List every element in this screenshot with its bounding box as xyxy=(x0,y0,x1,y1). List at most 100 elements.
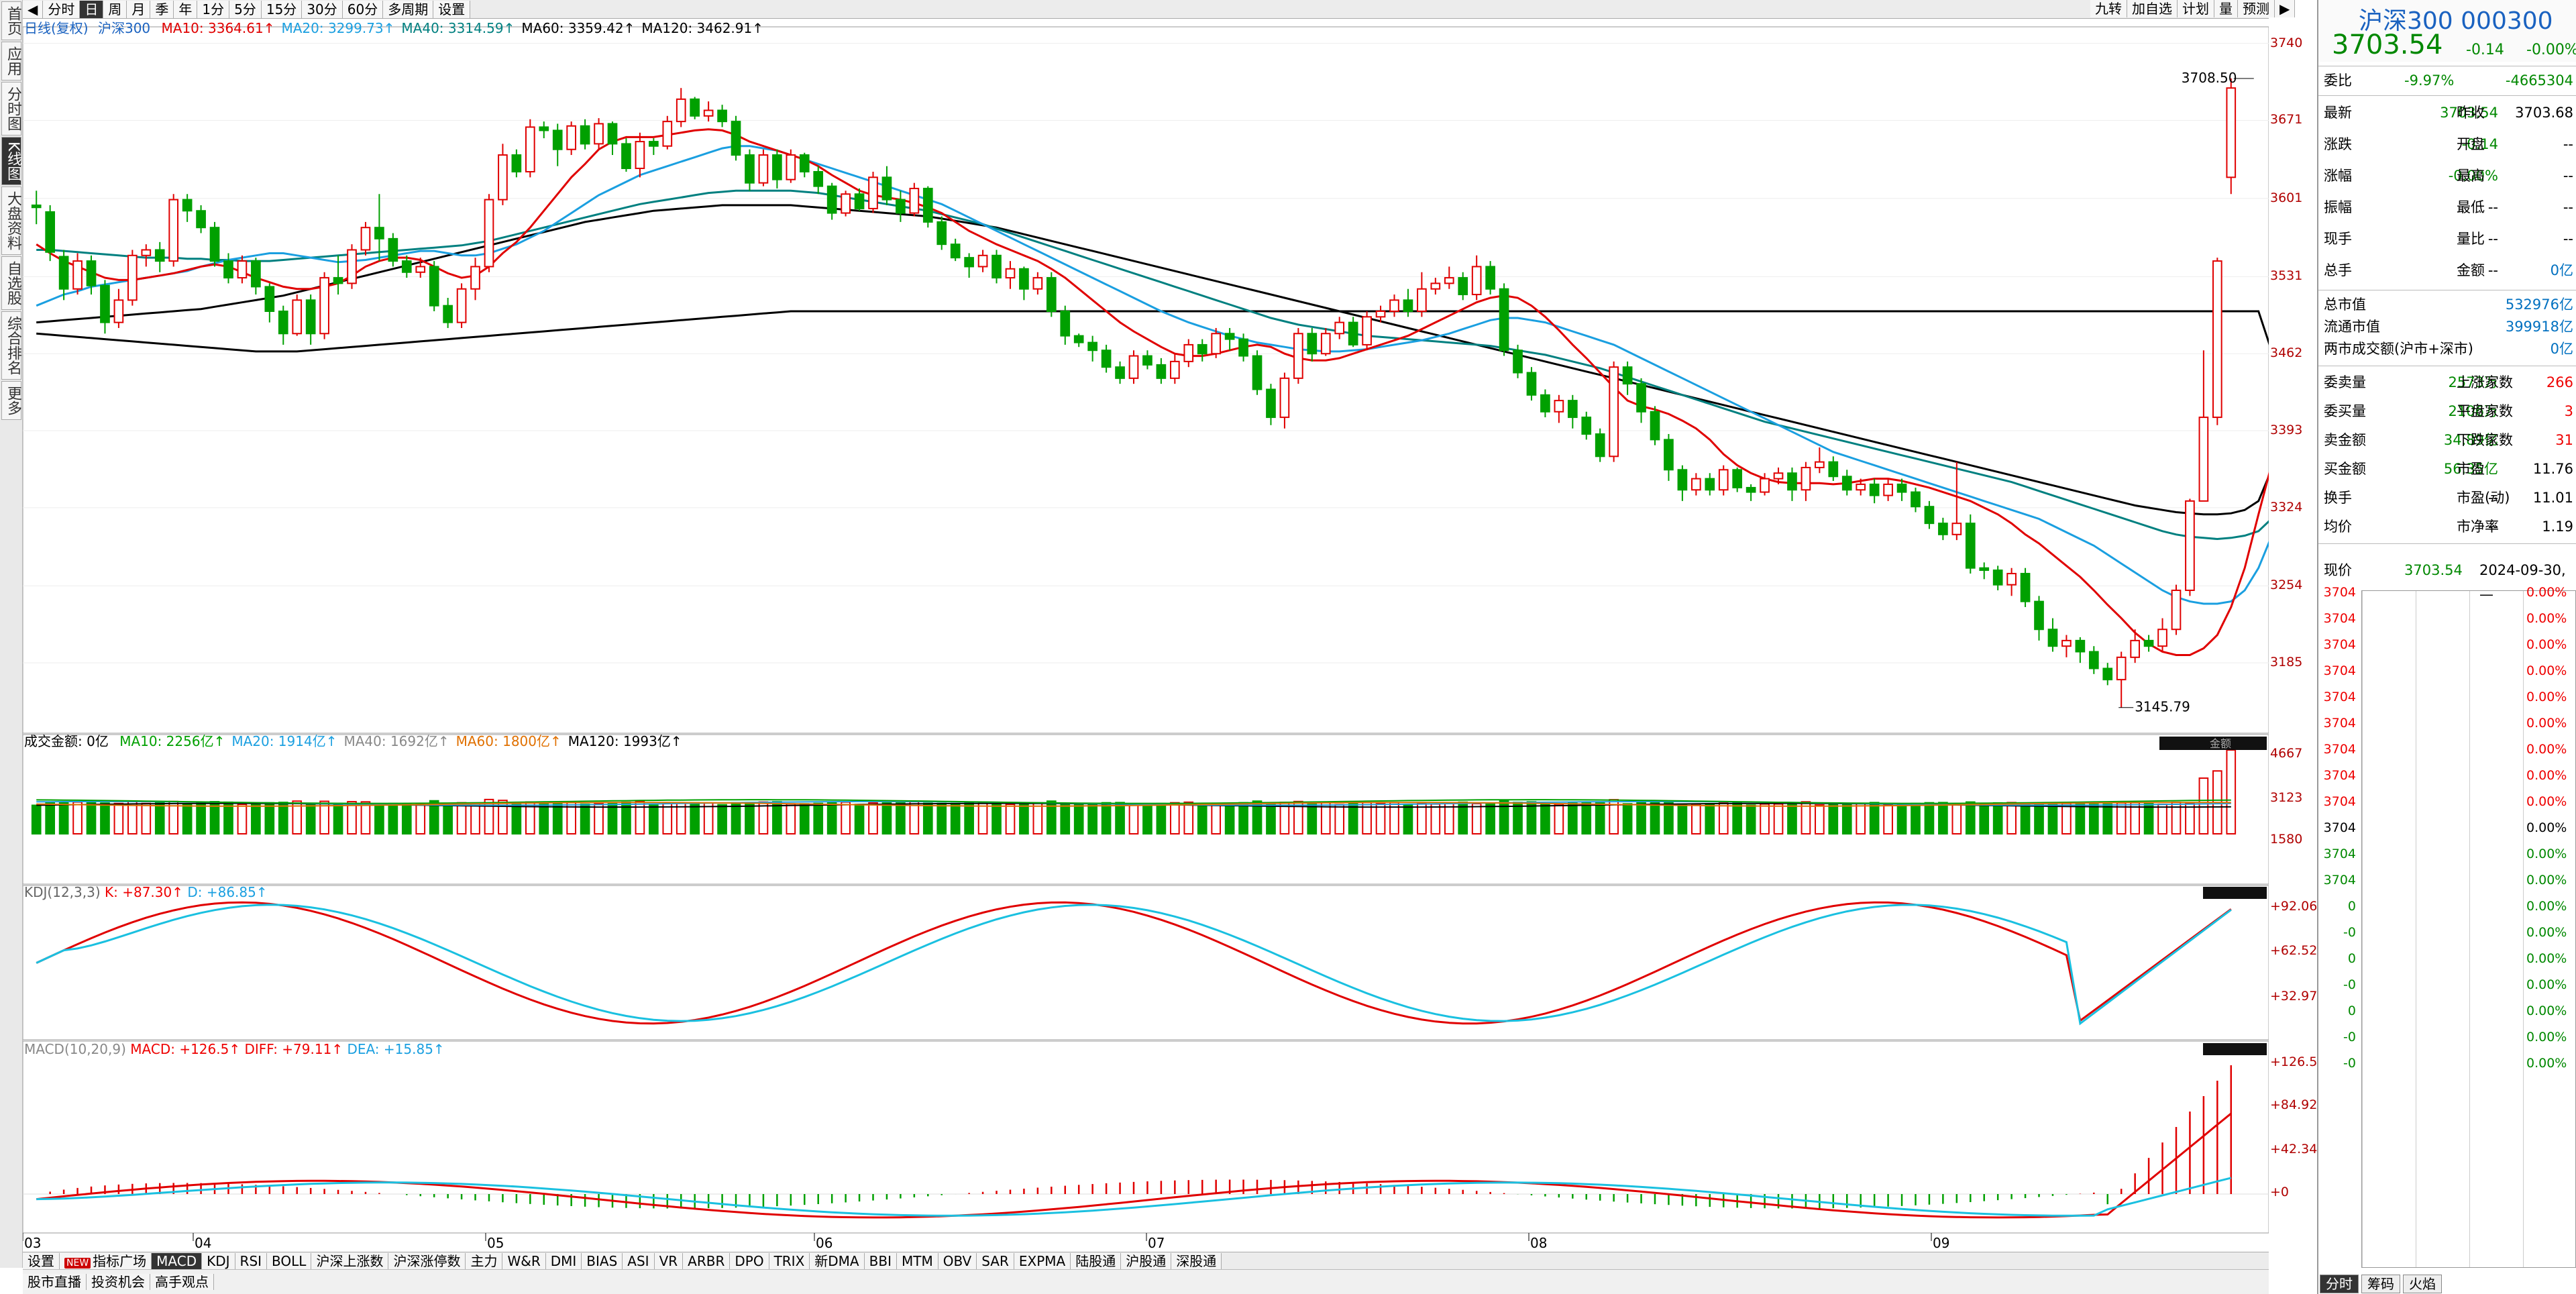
indicator-tab[interactable]: KDJ xyxy=(202,1252,235,1269)
indicator-tab[interactable]: RSI xyxy=(235,1252,268,1269)
indicator-tab[interactable]: 沪深上涨数 xyxy=(311,1252,389,1269)
side-tab[interactable]: 综合排名 xyxy=(1,311,21,380)
cap-value: 399918亿 xyxy=(2505,319,2573,335)
period-tab[interactable]: 1分 xyxy=(197,0,230,18)
intraday-pct-tick: 0.00% xyxy=(2526,847,2567,861)
volume-bar xyxy=(1087,803,1097,834)
side-tab[interactable]: 应用 xyxy=(1,42,21,80)
period-tab[interactable]: 多周期 xyxy=(383,0,434,18)
price-axis-label: 3531 xyxy=(2270,268,2303,284)
side-tab[interactable]: 自选股 xyxy=(1,256,21,311)
indicator-tab[interactable]: 设置 xyxy=(23,1252,60,1269)
side-tab[interactable]: 首页 xyxy=(1,1,21,40)
intraday-price-tick: 3704 xyxy=(2323,716,2356,731)
volume-ma-label: MA20: 1914亿↑ xyxy=(231,733,337,749)
volume-bar xyxy=(223,801,233,834)
period-tab[interactable]: 15分 xyxy=(261,0,303,18)
indicator-tab[interactable]: OBV xyxy=(938,1252,977,1269)
period-tab[interactable]: 分时 xyxy=(43,0,80,18)
period-tab[interactable]: 周 xyxy=(103,0,127,18)
period-tab[interactable]: 月 xyxy=(127,0,151,18)
candle xyxy=(2006,568,2017,596)
volume-ma-line xyxy=(36,802,2231,807)
indicator-tab[interactable]: VR xyxy=(654,1252,684,1269)
right-tool-button[interactable]: 九转 xyxy=(2090,0,2127,17)
bottom-tab[interactable]: 投资机会 xyxy=(87,1274,150,1290)
volume-bar xyxy=(841,801,851,834)
side-tab[interactable]: 更多 xyxy=(1,381,21,421)
volume-bar xyxy=(2198,777,2209,834)
indicator-tab[interactable]: 主力 xyxy=(466,1252,503,1269)
cap-row: 总市值 532976亿 xyxy=(2324,292,2573,317)
indicator-tab[interactable]: DPO xyxy=(730,1252,769,1269)
quote-row-label: 最高 xyxy=(2457,168,2485,184)
quote-row-label: 开盘 xyxy=(2457,136,2485,152)
candle xyxy=(1471,255,1482,301)
quote-side-tab[interactable]: 火焰 xyxy=(2403,1275,2442,1293)
period-tab[interactable]: 60分 xyxy=(342,0,384,18)
candle xyxy=(1718,465,1729,496)
period-tab[interactable]: 设置 xyxy=(433,0,471,18)
indicator-tab[interactable]: 深股通 xyxy=(1171,1252,1222,1269)
side-tab[interactable]: 分时图 xyxy=(1,82,21,136)
indicator-tab[interactable]: BOLL xyxy=(267,1252,312,1269)
indicator-tab[interactable]: ARBR xyxy=(683,1252,731,1269)
bottom-tab[interactable]: 高手观点 xyxy=(150,1274,214,1290)
indicator-tab[interactable]: BIAS xyxy=(582,1252,623,1269)
indicator-tab[interactable]: NEW 指标广场 xyxy=(60,1252,152,1269)
volume-bar xyxy=(1951,804,1962,834)
candle xyxy=(1938,517,1948,541)
candle xyxy=(113,288,124,328)
macd-param-button[interactable] xyxy=(2203,1043,2267,1055)
period-tab[interactable]: 季 xyxy=(150,0,174,18)
indicator-tab[interactable]: W&R xyxy=(502,1252,546,1269)
indicator-tab[interactable]: MACD xyxy=(152,1252,203,1269)
bottom-tab[interactable]: 股市直播 xyxy=(23,1274,87,1290)
intraday-gridline xyxy=(2523,591,2524,1267)
indicator-tab[interactable]: EXPMA xyxy=(1014,1252,1071,1269)
candle xyxy=(196,205,206,233)
indicator-tab[interactable]: DMI xyxy=(545,1252,582,1269)
side-tab[interactable]: K线图 xyxy=(1,137,21,186)
candle xyxy=(1554,394,1564,423)
intraday-gridline xyxy=(2362,591,2363,1267)
volume-bar xyxy=(1690,803,1701,835)
indicator-tab[interactable]: 沪股通 xyxy=(1121,1252,1172,1269)
period-tab[interactable]: 5分 xyxy=(229,0,262,18)
indicator-tab[interactable]: MTM xyxy=(896,1252,938,1269)
quote-side-tab[interactable]: 分时 xyxy=(2320,1275,2359,1293)
price-axis-label: 3185 xyxy=(2270,655,2303,670)
candle xyxy=(649,138,659,156)
volume-mode-button[interactable]: 金额 xyxy=(2159,737,2267,750)
indicator-tab[interactable]: 陆股通 xyxy=(1071,1252,1122,1269)
indicator-tab[interactable]: 新DMA xyxy=(810,1252,865,1269)
month-label: 07 xyxy=(1148,1235,1165,1251)
right-tool-button[interactable]: 计划 xyxy=(2178,0,2214,17)
volume-bar xyxy=(896,802,906,835)
indicator-tab[interactable]: 沪深涨停数 xyxy=(388,1252,466,1269)
volume-bar xyxy=(1896,804,1907,835)
indicator-tab[interactable]: BBI xyxy=(864,1252,897,1269)
prev-arrow[interactable]: ◀ xyxy=(23,0,44,18)
indicator-tab[interactable]: TRIX xyxy=(769,1252,810,1269)
indicator-tab[interactable]: SAR xyxy=(977,1252,1014,1269)
volume-bar xyxy=(1417,802,1427,834)
volume-bar xyxy=(1746,804,1756,834)
right-tool-button[interactable]: 量 xyxy=(2214,0,2238,17)
next-arrow[interactable]: ▶ xyxy=(2275,0,2296,17)
indicator-tab[interactable]: ASI xyxy=(623,1252,655,1269)
quote-side-tab[interactable]: 筹码 xyxy=(2361,1275,2400,1293)
period-tab[interactable]: 日 xyxy=(80,0,104,18)
period-tab[interactable]: 年 xyxy=(174,0,198,18)
volume-bar xyxy=(2020,803,2031,834)
candle xyxy=(799,152,810,178)
kdj-param-button[interactable] xyxy=(2203,887,2267,899)
period-tab[interactable]: 30分 xyxy=(302,0,343,18)
kline-chart[interactable]: 金额 3708.50 3145.79 03 04 05 06 07 08 09 xyxy=(22,19,2273,1252)
volume-bar xyxy=(1128,803,1139,835)
volume-bar xyxy=(1787,802,1797,835)
right-tool-button[interactable]: 预测 xyxy=(2238,0,2275,17)
right-tool-button[interactable]: 加自选 xyxy=(2127,0,2178,17)
candle xyxy=(1046,272,1057,317)
side-tab[interactable]: 大盘资料 xyxy=(1,186,21,256)
